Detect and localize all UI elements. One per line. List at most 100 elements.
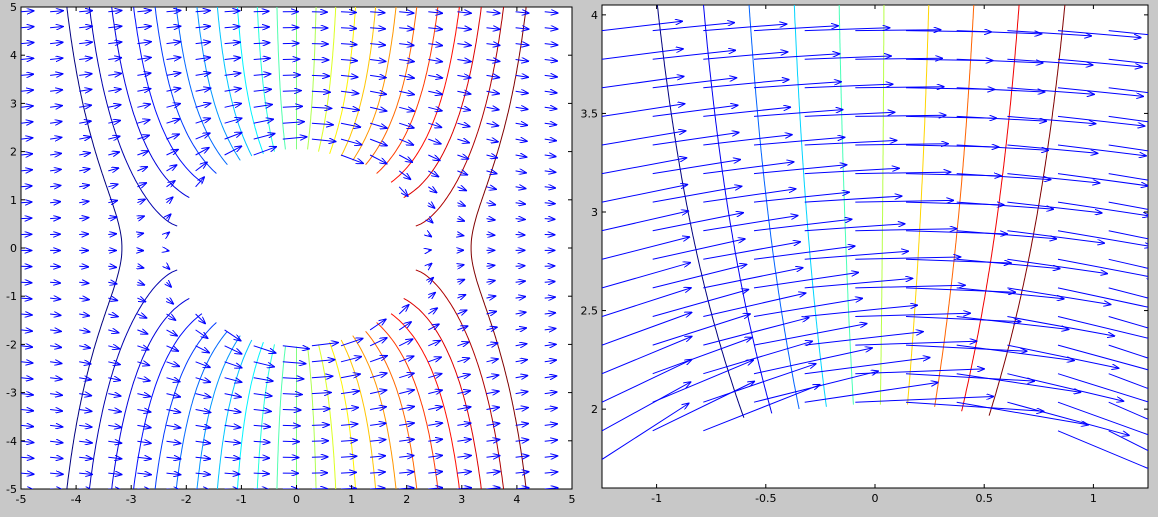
vector-arrow — [544, 28, 558, 29]
vector-arrow — [398, 305, 408, 315]
vector-arrow — [703, 80, 788, 89]
vector-arrow — [515, 75, 528, 77]
vector-arrow — [1108, 401, 1148, 420]
vector-arrow — [703, 107, 790, 117]
vector-arrow — [428, 28, 442, 30]
vector-arrow — [253, 43, 270, 44]
vector-arrow — [486, 296, 496, 298]
vector-arrow — [50, 202, 60, 203]
vector-arrow — [137, 151, 148, 155]
vector-arrow — [804, 383, 938, 403]
vector-arrow — [855, 229, 956, 231]
vector-arrow — [515, 312, 526, 314]
vector-arrow — [486, 281, 495, 283]
vector-arrow — [486, 75, 500, 77]
vector-arrow — [369, 107, 386, 111]
vector-arrow — [224, 27, 240, 28]
vector-arrow — [1057, 30, 1141, 38]
vector-arrow — [166, 165, 177, 172]
vector-arrow — [1108, 115, 1148, 123]
vector-arrow — [224, 133, 242, 140]
vector-arrow — [167, 197, 173, 202]
vector-arrow — [457, 91, 470, 94]
vector-arrow — [50, 425, 62, 427]
y-tick-label: 5 — [10, 1, 17, 14]
vector-arrow — [108, 184, 117, 187]
vector-arrow — [544, 392, 557, 394]
vector-arrow — [515, 344, 527, 346]
vector-arrow — [79, 441, 92, 443]
y-tick-label: 2 — [10, 146, 17, 159]
vector-arrow — [399, 122, 414, 128]
vector-arrow — [486, 12, 500, 13]
vector-arrow — [652, 314, 750, 346]
vector-arrow — [753, 371, 878, 403]
vector-arrow — [544, 472, 558, 473]
vector-arrow — [137, 104, 150, 107]
vector-arrow — [253, 58, 270, 59]
vector-arrow — [224, 104, 242, 108]
vector-arrow — [21, 43, 34, 44]
vector-arrow — [108, 378, 120, 381]
vector-arrow — [137, 394, 150, 397]
vector-arrow — [486, 375, 499, 378]
y-tick-label: 3.5 — [581, 107, 599, 120]
vector-arrow — [137, 362, 149, 366]
vector-arrow — [282, 394, 302, 395]
vector-arrow — [855, 341, 976, 346]
vector-arrow — [21, 27, 34, 28]
vector-arrow — [1108, 258, 1148, 269]
vector-arrow — [486, 155, 498, 158]
vector-arrow — [1108, 344, 1148, 359]
vector-arrow — [195, 133, 210, 140]
vector-arrow — [195, 162, 207, 172]
vector-arrow — [486, 28, 500, 30]
vector-arrow — [369, 122, 387, 128]
vector-arrow — [905, 401, 1043, 411]
vector-arrow — [282, 75, 300, 76]
vector-arrow — [457, 107, 470, 110]
vector-arrow — [137, 26, 151, 28]
vector-arrow — [79, 105, 91, 107]
vector-arrow — [50, 346, 61, 348]
vector-arrow — [602, 313, 691, 346]
vector-arrow — [399, 472, 413, 473]
vector-arrow — [253, 119, 273, 124]
vector-arrow — [224, 118, 242, 124]
vector-arrow — [195, 345, 209, 353]
vector-arrow — [195, 73, 211, 76]
vector-arrow — [515, 360, 527, 362]
vector-arrow — [428, 357, 441, 362]
vector-arrow — [544, 408, 557, 410]
vector-arrow — [1057, 201, 1148, 216]
x-tick-label: 0 — [293, 493, 300, 506]
vector-arrow — [137, 473, 151, 475]
vector-arrow — [956, 316, 1069, 330]
vector-arrow — [544, 203, 555, 204]
vector-arrow — [311, 376, 333, 378]
vector-arrow — [428, 12, 442, 13]
vector-arrow — [108, 441, 121, 443]
vector-arrow — [195, 57, 211, 59]
vector-arrow — [652, 105, 738, 117]
vector-arrow — [1108, 87, 1148, 94]
vector-arrow — [652, 186, 742, 203]
x-tick-label: -1 — [651, 492, 662, 505]
vector-arrow — [753, 273, 858, 289]
vector-arrow — [79, 42, 92, 44]
vector-arrow — [486, 343, 498, 346]
vector-arrow — [1007, 87, 1094, 95]
vector-arrow — [457, 219, 464, 221]
vector-arrow — [166, 134, 179, 139]
vector-arrow — [282, 91, 301, 92]
vector-arrow — [370, 407, 386, 410]
vector-arrow — [166, 88, 181, 91]
vector-arrow — [50, 90, 62, 92]
y-tick-label: -2 — [6, 338, 17, 351]
vector-arrow — [50, 378, 62, 380]
vector-arrow — [399, 44, 414, 46]
vector-arrow — [602, 185, 687, 203]
vector-arrow — [1007, 258, 1107, 273]
vector-arrow — [166, 378, 180, 382]
vector-arrow — [753, 192, 849, 203]
